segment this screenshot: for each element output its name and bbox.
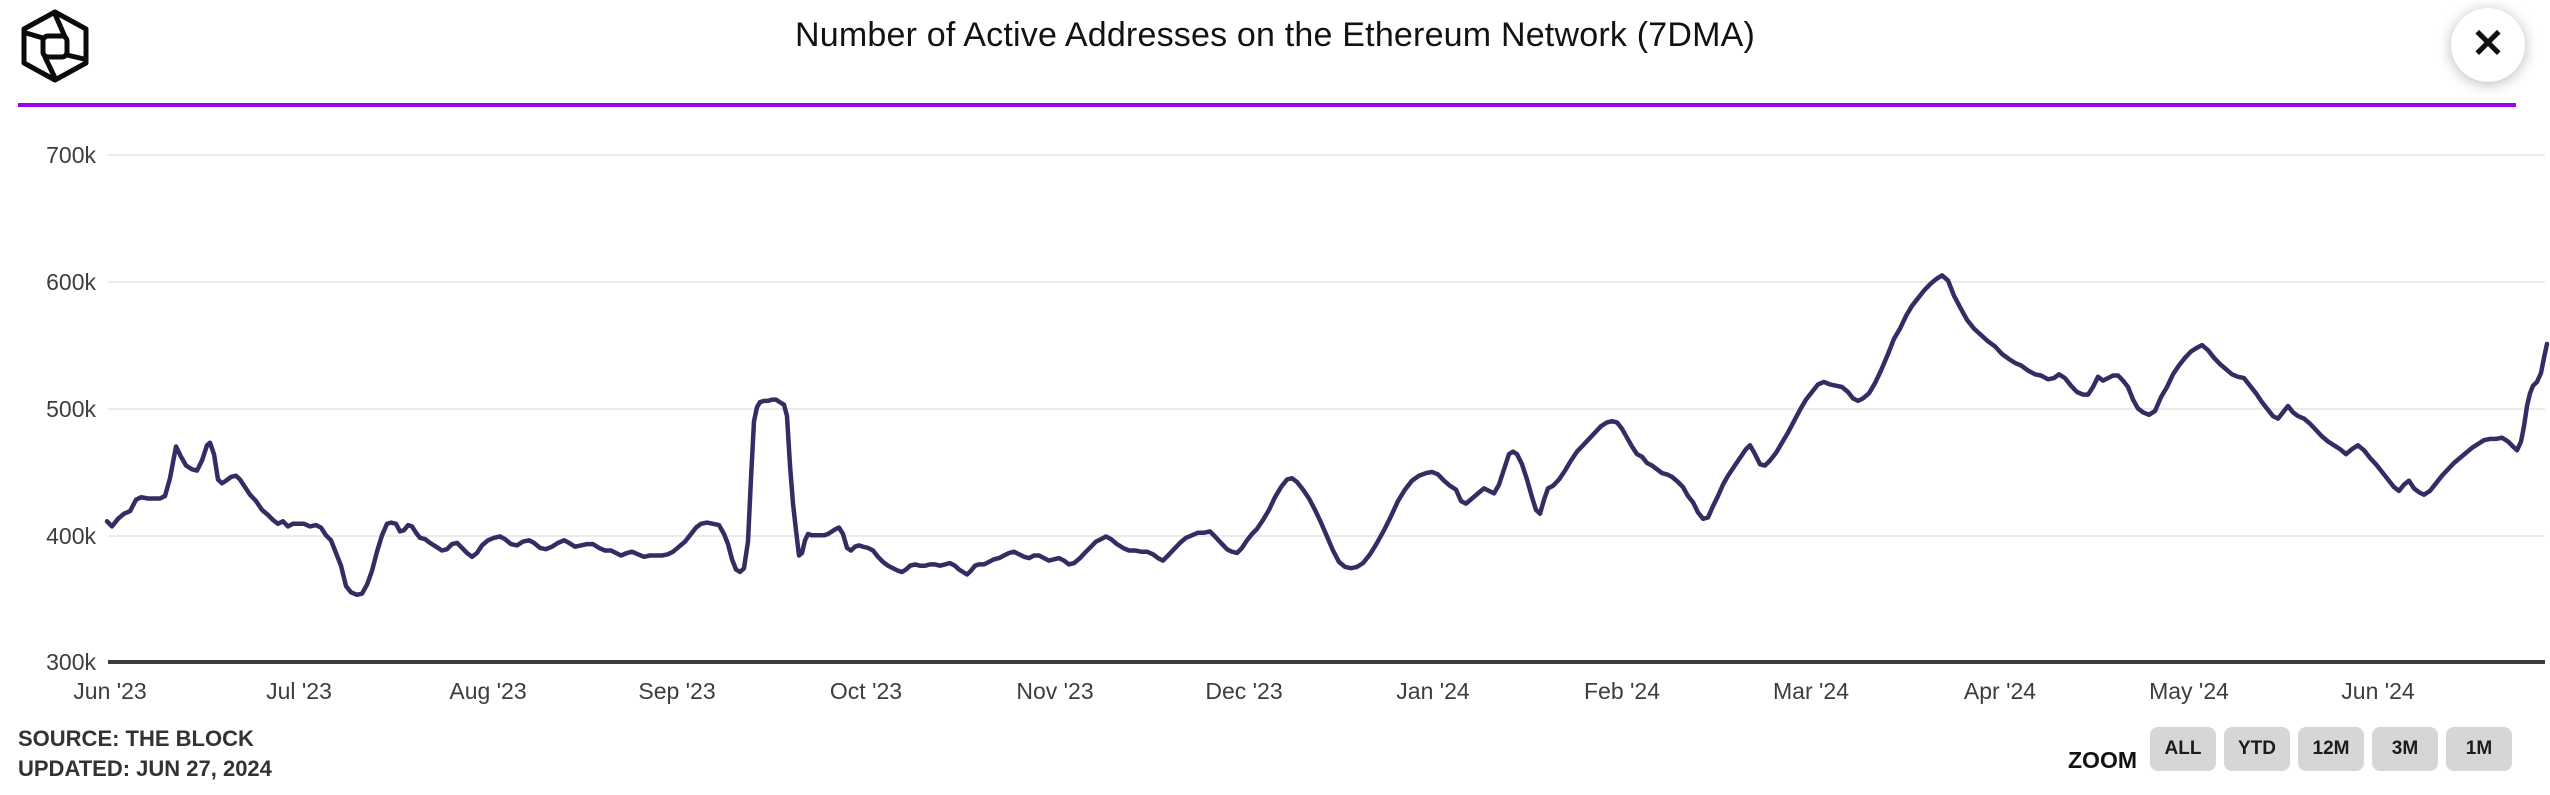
close-button[interactable]: ✕ xyxy=(2451,8,2525,82)
x-tick-sep23: Sep '23 xyxy=(638,678,716,704)
x-tick-mar24: Mar '24 xyxy=(1773,678,1849,704)
x-tick-jan24: Jan '24 xyxy=(1396,678,1470,704)
y-tick-400k: 400k xyxy=(46,523,96,549)
updated-label: UPDATED: JUN 27, 2024 xyxy=(18,756,272,781)
y-tick-700k: 700k xyxy=(46,142,96,168)
active-addresses-line[interactable] xyxy=(104,273,2550,598)
x-tick-apr24: Apr '24 xyxy=(1963,678,2037,704)
zoom-button-12m[interactable]: 12M xyxy=(2298,727,2364,771)
zoom-button-1m[interactable]: 1M xyxy=(2446,727,2512,771)
close-icon: ✕ xyxy=(2471,22,2505,66)
x-tick-may24: May '24 xyxy=(2149,678,2229,704)
x-tick-jun23: Jun '23 xyxy=(73,678,147,704)
x-tick-aug23: Aug '23 xyxy=(449,678,527,704)
zoom-button-all[interactable]: ALL xyxy=(2150,727,2216,771)
logo-inner-square xyxy=(40,33,70,60)
x-tick-jul23: Jul '23 xyxy=(266,678,332,704)
y-tick-500k: 500k xyxy=(46,396,96,422)
x-tick-nov23: Nov '23 xyxy=(1016,678,1094,704)
zoom-label: ZOOM xyxy=(2068,747,2137,773)
zoom-button-ytd[interactable]: YTD xyxy=(2224,727,2290,771)
logo-cube-edges xyxy=(23,11,87,81)
the-block-logo xyxy=(21,9,89,83)
zoom-button-3m[interactable]: 3M xyxy=(2372,727,2438,771)
accent-divider xyxy=(18,103,2516,107)
x-tick-oct23: Oct '23 xyxy=(829,678,903,704)
source-label: SOURCE: THE BLOCK xyxy=(18,726,254,751)
x-tick-feb24: Feb '24 xyxy=(1584,678,1660,704)
y-tick-600k: 600k xyxy=(46,269,96,295)
x-tick-jun24: Jun '24 xyxy=(2341,678,2415,704)
x-tick-dec23: Dec '23 xyxy=(1205,678,1283,704)
y-tick-300k: 300k xyxy=(46,649,96,675)
page-title: Number of Active Addresses on the Ethere… xyxy=(794,16,1755,54)
